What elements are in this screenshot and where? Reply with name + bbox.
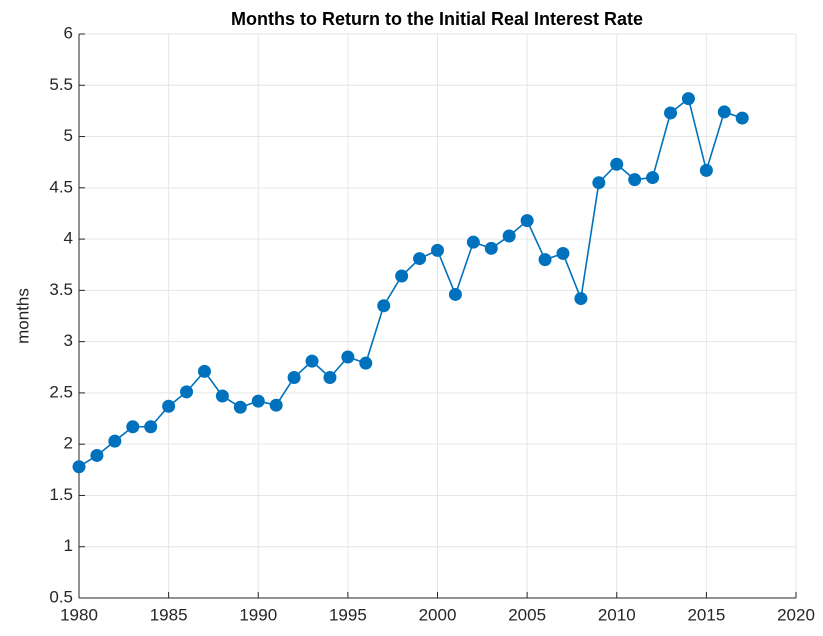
data-point bbox=[502, 229, 516, 243]
data-point bbox=[628, 173, 642, 187]
data-point bbox=[646, 171, 660, 185]
x-tick-label: 2000 bbox=[419, 605, 457, 624]
x-tick-label: 1990 bbox=[239, 605, 277, 624]
data-point bbox=[699, 163, 713, 177]
data-point bbox=[72, 460, 86, 474]
data-point bbox=[466, 235, 480, 249]
y-tick-label: 3 bbox=[64, 331, 73, 350]
data-point bbox=[413, 252, 427, 266]
data-point bbox=[90, 448, 104, 462]
data-point bbox=[126, 420, 140, 434]
data-point bbox=[377, 299, 391, 313]
data-point bbox=[305, 354, 319, 368]
data-point bbox=[251, 394, 265, 408]
data-point bbox=[144, 420, 158, 434]
data-point bbox=[538, 253, 552, 267]
y-tick-label: 6 bbox=[64, 23, 73, 42]
data-point bbox=[269, 398, 283, 412]
x-tick-label: 2005 bbox=[508, 605, 546, 624]
x-tick-label: 1995 bbox=[329, 605, 367, 624]
data-point bbox=[233, 400, 247, 414]
y-tick-label: 2 bbox=[64, 434, 73, 453]
data-point bbox=[592, 176, 606, 190]
data-point bbox=[520, 214, 534, 228]
y-tick-label: 4.5 bbox=[49, 177, 73, 196]
x-tick-label: 2015 bbox=[687, 605, 725, 624]
data-point bbox=[215, 389, 229, 403]
x-tick-label: 2010 bbox=[598, 605, 636, 624]
data-point bbox=[180, 385, 194, 399]
data-point bbox=[359, 356, 373, 370]
y-tick-label: 1.5 bbox=[49, 485, 73, 504]
y-tick-label: 0.5 bbox=[49, 587, 73, 606]
data-point bbox=[735, 111, 749, 125]
data-point bbox=[341, 350, 355, 364]
data-point bbox=[197, 364, 211, 378]
x-tick-label: 1980 bbox=[60, 605, 98, 624]
data-point bbox=[484, 241, 498, 255]
y-tick-label: 2.5 bbox=[49, 382, 73, 401]
data-point bbox=[610, 157, 624, 171]
data-point bbox=[681, 92, 695, 106]
data-point bbox=[162, 399, 176, 413]
data-point bbox=[556, 246, 570, 260]
data-point bbox=[717, 105, 731, 119]
data-point bbox=[664, 106, 678, 120]
x-tick-label: 2020 bbox=[777, 605, 815, 624]
data-point bbox=[431, 243, 444, 257]
data-point bbox=[287, 371, 301, 385]
y-tick-label: 5 bbox=[64, 126, 73, 145]
data-point bbox=[448, 287, 462, 301]
y-tick-label: 1 bbox=[64, 536, 73, 555]
x-tick-label: 1985 bbox=[150, 605, 188, 624]
data-point bbox=[574, 292, 588, 306]
y-tick-label: 5.5 bbox=[49, 75, 73, 94]
y-axis-label: months bbox=[13, 288, 32, 344]
chart-title: Months to Return to the Initial Real Int… bbox=[231, 9, 643, 29]
data-point bbox=[323, 371, 337, 385]
y-tick-label: 4 bbox=[64, 229, 73, 248]
y-tick-label: 3.5 bbox=[49, 280, 73, 299]
data-point bbox=[395, 269, 409, 283]
data-point bbox=[108, 434, 122, 448]
